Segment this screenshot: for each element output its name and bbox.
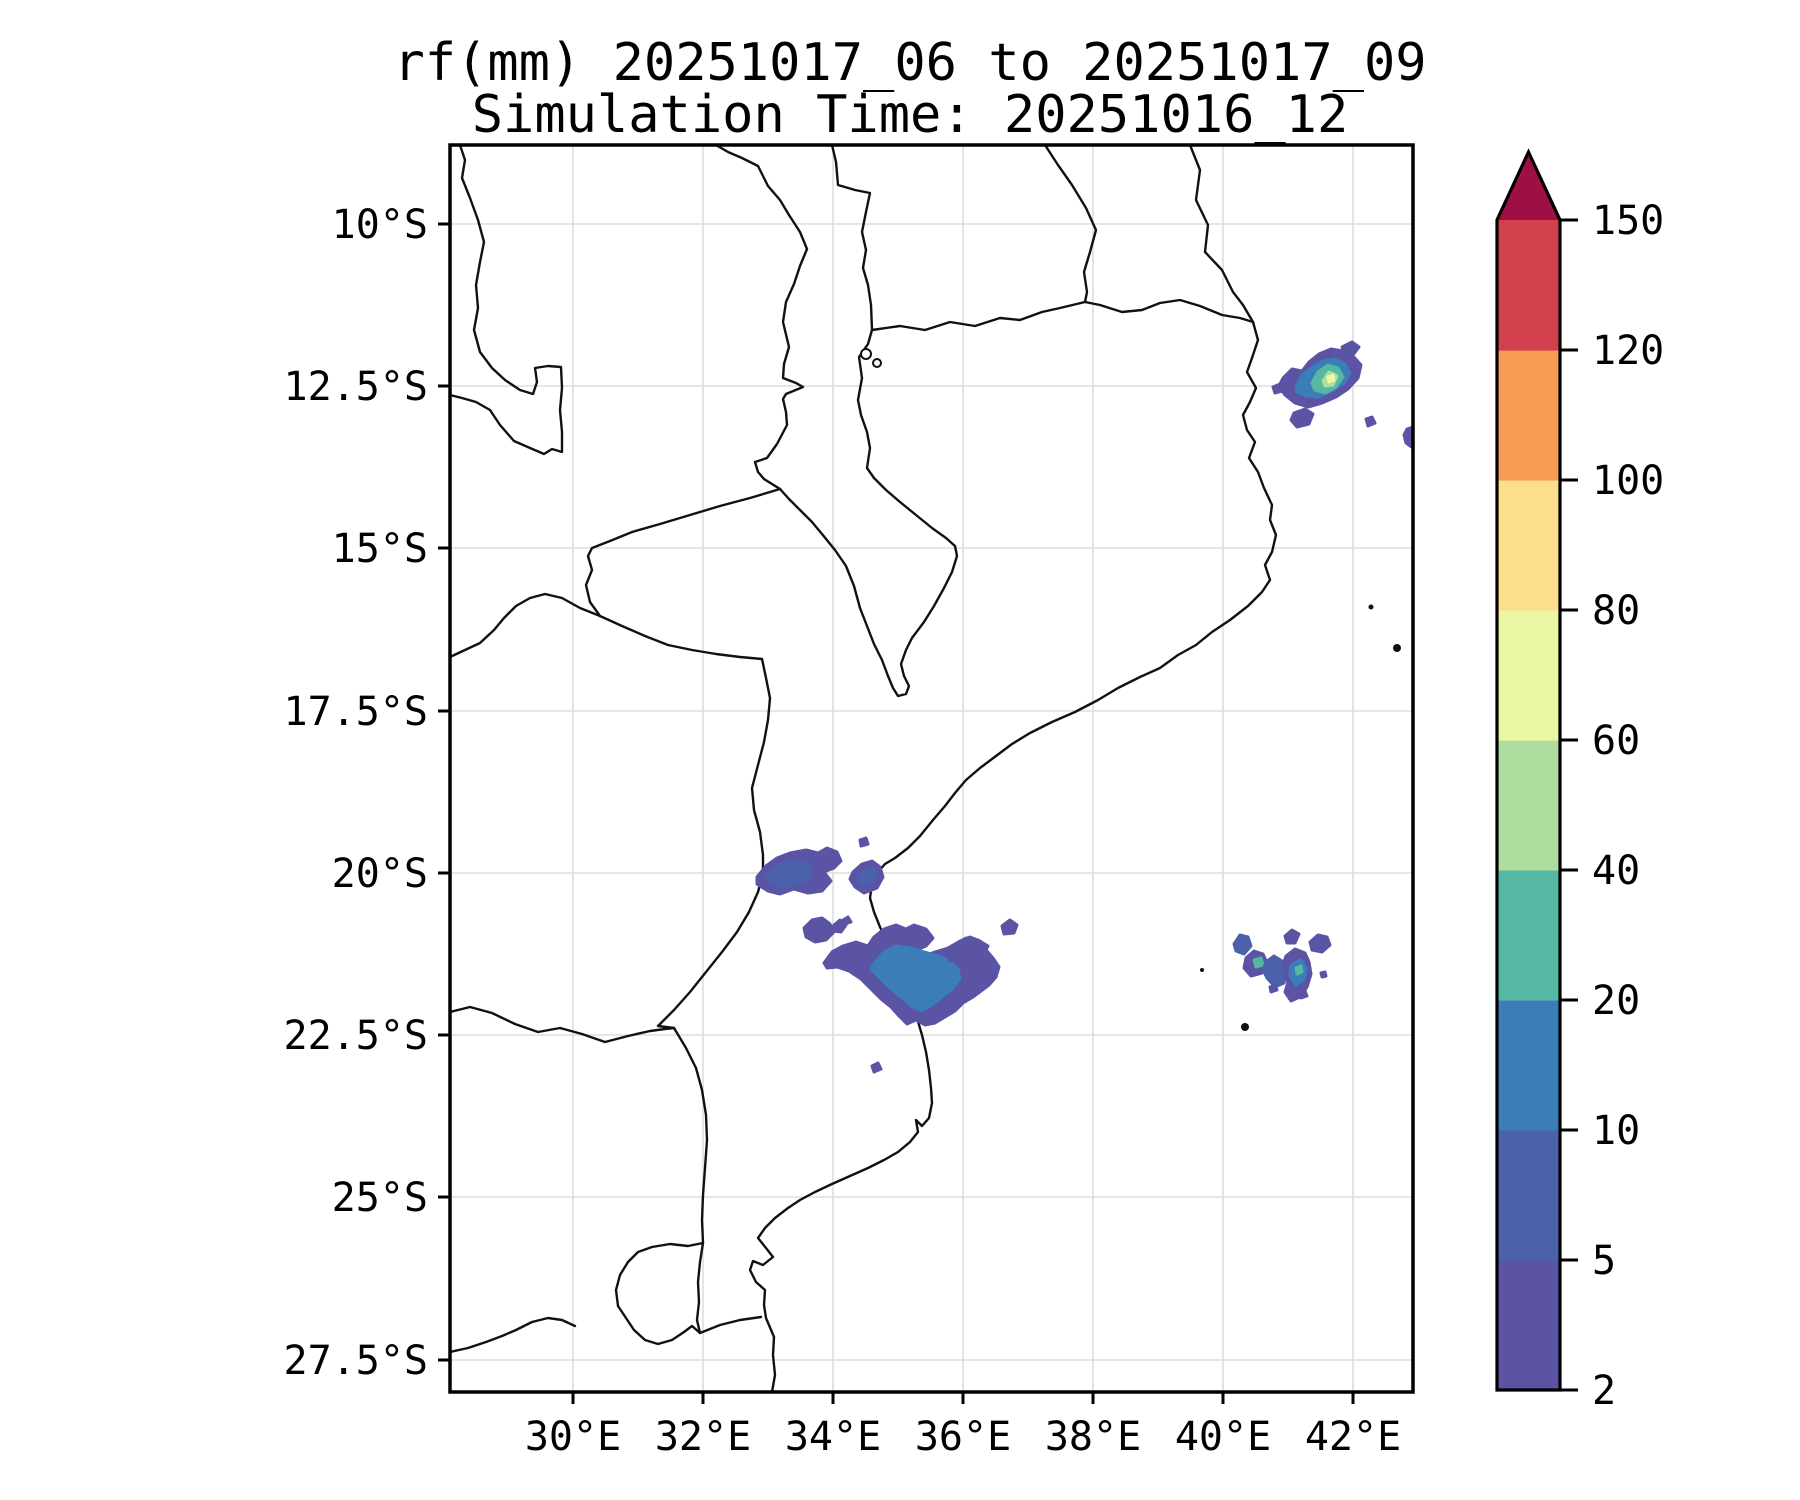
colorbar-segment [1497,220,1560,351]
small-island-outline [860,348,872,360]
small-island-outline [872,358,882,368]
small-island [1200,968,1204,972]
x-tick-label: 34°E [785,1414,881,1460]
rain-patch [1261,954,1289,989]
colorbar-segment [1497,1000,1560,1131]
colorbar-segment [1497,480,1560,611]
colorbar-tick-label: 5 [1592,1238,1616,1284]
rain-patch [1232,933,1253,956]
small-island [1241,1023,1249,1031]
colorbar-outline [1495,148,1562,1392]
rainfall-patches [755,340,1413,1074]
axis-ticks-and-labels: 30°E 32°E 34°E 36°E 38°E 40°E 42°E 10°S 12.5°S 15… [284,202,1402,1460]
rain-patch [1364,415,1377,428]
rain-patch [1298,989,1309,1000]
border-eswatini [614,1241,705,1346]
border-limpopo-lebombo [450,1005,763,1335]
border-zambia-malawi [714,145,809,491]
y-tick-label: 17.5°S [284,689,429,735]
border-pedicle-nw [450,145,564,456]
rain-patch [764,860,815,889]
border-zambia-mozambique [584,487,782,618]
rain-patch [841,915,853,926]
colorbar-segment [1497,1130,1560,1261]
colorbar-segment [1497,870,1560,1001]
colorbar-segment [1497,610,1560,741]
rain-patch [831,918,848,934]
y-tick-label: 15°S [332,526,428,572]
y-tick-label: 27.5°S [284,1338,429,1384]
x-tick-label: 30°E [525,1414,621,1460]
plot-subtitle: Simulation Time: 20251016_12 [472,85,1349,145]
colorbar-tick-label: 20 [1592,978,1640,1024]
y-tick-label: 22.5°S [284,1013,429,1059]
colorbar-tick-label: 2 [1592,1368,1616,1414]
rain-patch [1340,340,1361,357]
rain-patch [855,866,878,887]
colorbar-tick-label: 80 [1592,588,1640,634]
y-tick-label: 20°S [332,851,428,897]
rain-patch [1294,964,1304,976]
rain-patch [858,836,870,848]
y-tick-label: 12.5°S [284,364,429,410]
map-frame [448,143,1415,1394]
colorbar-tick-label: 100 [1592,458,1664,504]
colorbar-tick-label: 150 [1592,198,1664,244]
titles: rf(mm) 20251017_06 to 20251017_09 Simula… [393,33,1426,145]
rain-patch [1283,928,1301,945]
rain-patch [1000,918,1019,936]
plot-title: rf(mm) 20251017_06 to 20251017_09 [393,33,1426,93]
coastlines-and-borders [450,145,1401,1392]
x-tick-label: 32°E [655,1414,751,1460]
border-descender-ne [1043,145,1098,304]
x-tick-label: 38°E [1045,1414,1141,1460]
x-tick-label: 36°E [915,1414,1011,1460]
colorbar: 2 5 10 20 40 60 80 100 120 150 [1495,148,1664,1414]
rain-patch [954,936,990,958]
rain-patch [1289,407,1315,429]
rain-patch [869,944,962,1013]
plot-border [448,143,1415,1394]
y-tick-label: 25°S [332,1175,428,1221]
border-zimbabwe-mozambique [598,614,772,1030]
rain-patch [802,916,836,944]
x-tick-label: 42°E [1305,1414,1401,1460]
rain-patch [870,1061,883,1074]
colorbar-over-arrow [1497,152,1560,220]
colorbar-tick-label: 40 [1592,848,1640,894]
border-zambezi-west [450,592,602,659]
rain-patch [1326,373,1336,384]
colorbar-segment [1497,1260,1560,1391]
rain-patch [1319,970,1328,979]
rain-patch [1308,933,1332,954]
rain-patch [945,949,960,963]
colorbar-segment [1497,350,1560,481]
rain-patch [1271,382,1284,395]
colorbar-segment [1497,740,1560,871]
gridlines [450,145,1413,1392]
border-southwest [450,1316,577,1354]
x-tick-label: 40°E [1175,1414,1271,1460]
small-island [1393,644,1401,652]
colorbar-tick-label: 10 [1592,1108,1640,1154]
border-malawi-east [778,145,959,698]
colorbar-tick-label: 60 [1592,718,1640,764]
coastline-east-africa [748,145,1278,1392]
rain-patch [1252,956,1265,969]
rain-patch [1268,983,1279,994]
y-tick-label: 10°S [332,202,428,248]
colorbar-tick-label: 120 [1592,328,1664,374]
border-ruvuma [870,298,1255,332]
small-island [1368,604,1374,610]
